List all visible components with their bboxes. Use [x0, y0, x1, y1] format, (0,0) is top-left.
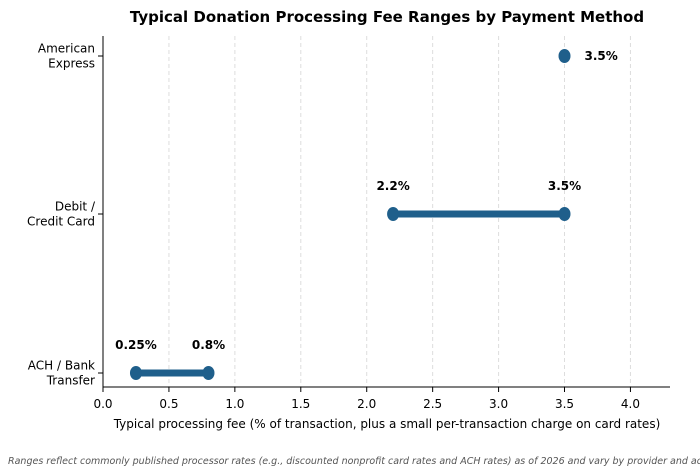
x-tick-label: 1.0	[225, 397, 244, 411]
y-tick-label: Credit Card	[27, 215, 95, 229]
data-marks: 3.5% 2.2% 3.5% 0.25% 0.8%	[115, 49, 618, 380]
high-point	[558, 207, 571, 221]
y-tick-label: Express	[48, 57, 95, 71]
y-tick-label: American	[38, 42, 95, 56]
low-point	[129, 366, 142, 380]
x-tick-label: 4.0	[621, 397, 640, 411]
x-axis-label: Typical processing fee (% of transaction…	[113, 417, 661, 431]
single-value-label: 3.5%	[585, 49, 618, 63]
chart-title: Typical Donation Processing Fee Ranges b…	[130, 8, 644, 26]
high-value-label: 0.8%	[192, 338, 225, 352]
x-tick-label: 3.0	[489, 397, 508, 411]
low-value-label: 2.2%	[376, 179, 409, 193]
x-tick-label: 0.5	[159, 397, 178, 411]
low-point	[387, 207, 400, 221]
x-axis-ticks: 0.0 0.5 1.0 1.5 2.0 2.5 3.0 3.5 4.0	[93, 387, 640, 411]
y-tick-label: Transfer	[46, 374, 95, 388]
low-value-label: 0.25%	[115, 338, 157, 352]
single-point	[558, 49, 571, 63]
high-point	[202, 366, 215, 380]
x-tick-label: 2.5	[423, 397, 442, 411]
x-tick-label: 3.5	[555, 397, 574, 411]
footnote: Ranges reflect commonly published proces…	[8, 456, 700, 467]
x-tick-label: 2.0	[357, 397, 376, 411]
high-value-label: 3.5%	[548, 179, 581, 193]
x-tick-label: 0.0	[93, 397, 112, 411]
y-tick-label: Debit /	[55, 200, 96, 214]
axes	[102, 36, 670, 388]
y-tick-label: ACH / Bank	[28, 359, 95, 373]
x-tick-label: 1.5	[291, 397, 310, 411]
